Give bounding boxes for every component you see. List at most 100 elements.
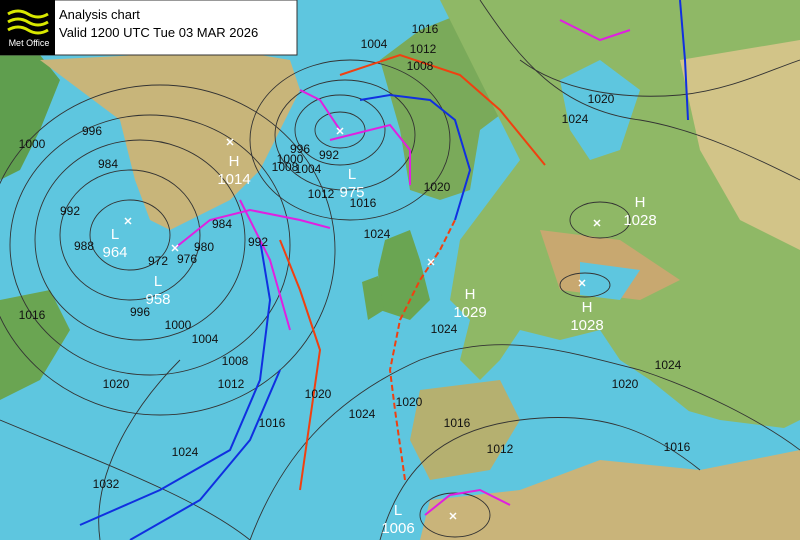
center-cross: [593, 219, 601, 227]
isobar-label: 1012: [218, 377, 245, 391]
isobar-label: 1008: [222, 354, 249, 368]
center-value: 1028: [570, 317, 603, 334]
isobar: [249, 59, 451, 221]
isobar-label: 1024: [349, 407, 376, 421]
isobar-label: 1024: [172, 445, 199, 459]
isobar-label: 1020: [588, 92, 615, 106]
isobar-label: 1016: [350, 196, 377, 210]
center-value: 958: [145, 291, 170, 308]
occluded-front: [174, 208, 331, 249]
isobar: [569, 201, 631, 239]
sea: [560, 60, 640, 160]
sea: [520, 390, 800, 470]
isobar: [559, 272, 611, 298]
center-value: 964: [102, 244, 127, 261]
isobar-label: 1024: [364, 227, 391, 241]
isobar-label: 1016: [19, 308, 46, 322]
isobar-label: 1032: [93, 477, 120, 491]
quasi-front: [388, 219, 456, 481]
occluded-front: [424, 488, 511, 516]
mountains: [540, 230, 680, 300]
center-value: 975: [339, 184, 364, 201]
isobar-label: 1024: [562, 112, 589, 126]
isobar-label: 1012: [487, 442, 514, 456]
isobar-label: 988: [74, 239, 94, 253]
cold-front: [79, 239, 272, 526]
warm-front: [339, 53, 546, 166]
isobar-label: 992: [319, 148, 339, 162]
land: [680, 40, 800, 250]
iberia: [410, 380, 520, 480]
isobar-label: 1012: [410, 42, 437, 56]
isobar-label: 1024: [431, 322, 458, 336]
isobar: [34, 139, 246, 341]
isobar: [419, 492, 491, 538]
isobar-label: 1004: [361, 37, 388, 51]
isobar-label: 1000: [19, 137, 46, 151]
isobar-label: 1016: [259, 416, 286, 430]
isobar-label: 1016: [444, 416, 471, 430]
occluded-front: [329, 123, 411, 185]
center-type: L: [348, 166, 356, 183]
isobar-label: 1020: [612, 377, 639, 391]
center-type: H: [635, 194, 646, 211]
cold-front: [359, 93, 472, 221]
britain: [378, 230, 430, 320]
isobar-label: 1004: [192, 332, 219, 346]
ireland: [362, 276, 384, 320]
isobar-label: 1008: [272, 160, 299, 174]
africa: [420, 450, 800, 540]
valid-time: Valid 1200 UTC Tue 03 MAR 2026: [59, 25, 258, 40]
logo-text: Met Office: [9, 38, 50, 48]
isobar: [519, 59, 800, 97]
center-cross: [578, 279, 586, 287]
isobar-label: 1020: [424, 180, 451, 194]
warm-front: [279, 239, 322, 491]
center-cross: [449, 512, 457, 520]
sea: [580, 262, 640, 300]
isobar-label: 1012: [308, 187, 335, 201]
center-cross: [427, 258, 435, 266]
isobar: [274, 79, 416, 191]
isobar-label: 980: [194, 240, 214, 254]
isobar-label: 992: [60, 204, 80, 218]
land: [0, 55, 60, 180]
center-type: L: [154, 273, 162, 290]
isobar-label: 1004: [295, 162, 322, 176]
isobar: [9, 114, 291, 376]
cold-front: [679, 0, 689, 121]
isobar: [294, 94, 386, 166]
isobar: [314, 111, 366, 149]
center-cross: [124, 217, 132, 225]
isobar-label: 972: [148, 254, 168, 268]
isobar-label: 1000: [277, 152, 304, 166]
center-value: 1006: [381, 520, 414, 537]
isobar-label: 1016: [664, 440, 691, 454]
isobar-label: 996: [82, 124, 102, 138]
isobar-label: 992: [248, 235, 268, 249]
center-value: 1028: [623, 212, 656, 229]
center-type: H: [465, 286, 476, 303]
occluded-front: [559, 19, 631, 42]
isobar-label: 1020: [103, 377, 130, 391]
center-value: 1014: [217, 171, 250, 188]
isobar: [98, 359, 181, 540]
isobar-label: 996: [130, 305, 150, 319]
logo: [0, 0, 55, 55]
greenland: [40, 50, 300, 230]
isobar-label: 984: [212, 217, 232, 231]
isobar-label: 1024: [655, 358, 682, 372]
center-type: L: [111, 226, 119, 243]
isobar-label: 1020: [396, 395, 423, 409]
isobar-label: 984: [98, 157, 118, 171]
isobar: [0, 84, 336, 416]
isobar: [479, 0, 800, 181]
isobar-label: 1020: [305, 387, 332, 401]
fronts: [79, 0, 689, 540]
center-cross: [171, 244, 179, 252]
center-type: L: [394, 502, 402, 519]
isobar-label: 996: [290, 142, 310, 156]
land: [0, 290, 70, 400]
center-cross: [336, 127, 344, 135]
